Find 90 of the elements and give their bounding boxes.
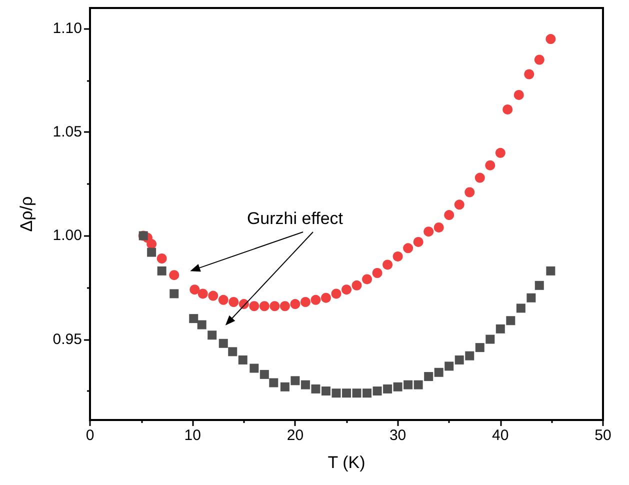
- point: [506, 316, 516, 326]
- point: [228, 296, 239, 307]
- point: [403, 243, 414, 254]
- point: [534, 54, 544, 65]
- point: [147, 248, 156, 257]
- point: [496, 324, 505, 334]
- point: [413, 236, 424, 247]
- point: [404, 380, 413, 390]
- point: [534, 280, 544, 290]
- x-tick-label: 30: [389, 427, 406, 444]
- point: [311, 384, 320, 394]
- point: [290, 299, 300, 310]
- point: [260, 370, 269, 379]
- point: [342, 388, 351, 398]
- point: [434, 222, 444, 232]
- point: [514, 90, 524, 100]
- point: [321, 386, 330, 396]
- point: [392, 251, 403, 262]
- point: [310, 294, 321, 305]
- point: [342, 284, 352, 295]
- point: [474, 172, 485, 183]
- point: [331, 288, 342, 299]
- point: [475, 343, 484, 352]
- x-tick-label: 20: [286, 427, 304, 444]
- point: [169, 270, 180, 280]
- point: [290, 376, 300, 386]
- point: [414, 380, 423, 390]
- y-tick-label: 1.10: [52, 20, 82, 38]
- y-tick-label: 0.95: [52, 330, 82, 348]
- y-tick-label: 1.00: [52, 227, 82, 244]
- point: [189, 314, 198, 324]
- point: [546, 34, 556, 44]
- point: [516, 304, 526, 313]
- point: [382, 260, 393, 270]
- point: [546, 266, 556, 276]
- point: [249, 301, 260, 312]
- point: [190, 284, 200, 295]
- point: [280, 301, 290, 312]
- point: [383, 384, 392, 394]
- point: [208, 330, 217, 340]
- point: [300, 380, 310, 390]
- point: [250, 364, 259, 373]
- point: [486, 334, 495, 344]
- point: [228, 347, 238, 356]
- point: [424, 372, 434, 382]
- point: [454, 355, 464, 364]
- point: [352, 280, 362, 290]
- point: [465, 351, 474, 360]
- x-tick-label: 10: [184, 427, 201, 444]
- point: [372, 386, 382, 396]
- point: [526, 293, 536, 302]
- y-axis-title: Δρ/ρ: [17, 196, 36, 232]
- point: [198, 288, 208, 299]
- y-tick-label: 1.05: [52, 124, 82, 141]
- point: [280, 382, 290, 392]
- point: [444, 362, 454, 371]
- point: [218, 294, 228, 305]
- point: [259, 301, 270, 312]
- point: [208, 290, 218, 301]
- point: [320, 292, 331, 303]
- point: [444, 210, 454, 220]
- point: [464, 187, 475, 198]
- point: [502, 104, 513, 114]
- point: [362, 274, 372, 284]
- x-tick-label: 40: [492, 427, 509, 444]
- point: [270, 301, 280, 312]
- x-axis-title: T (K): [328, 453, 366, 472]
- point: [424, 226, 434, 237]
- point: [352, 388, 362, 398]
- point: [485, 160, 496, 170]
- point: [495, 148, 506, 158]
- point: [218, 338, 228, 348]
- point: [157, 266, 166, 276]
- point: [393, 382, 402, 392]
- point: [238, 355, 248, 364]
- point: [332, 388, 341, 398]
- point: [269, 378, 278, 388]
- point: [372, 268, 382, 278]
- point: [156, 254, 167, 264]
- x-tick-label: 0: [86, 427, 94, 444]
- annotation: Gurzhi effect: [246, 209, 344, 228]
- point: [434, 368, 444, 377]
- point: [146, 239, 157, 250]
- point: [300, 296, 310, 307]
- point: [454, 200, 464, 210]
- point: [524, 69, 534, 80]
- x-tick-label: 50: [594, 427, 612, 444]
- point: [362, 388, 372, 398]
- point: [170, 289, 179, 298]
- point: [197, 320, 206, 330]
